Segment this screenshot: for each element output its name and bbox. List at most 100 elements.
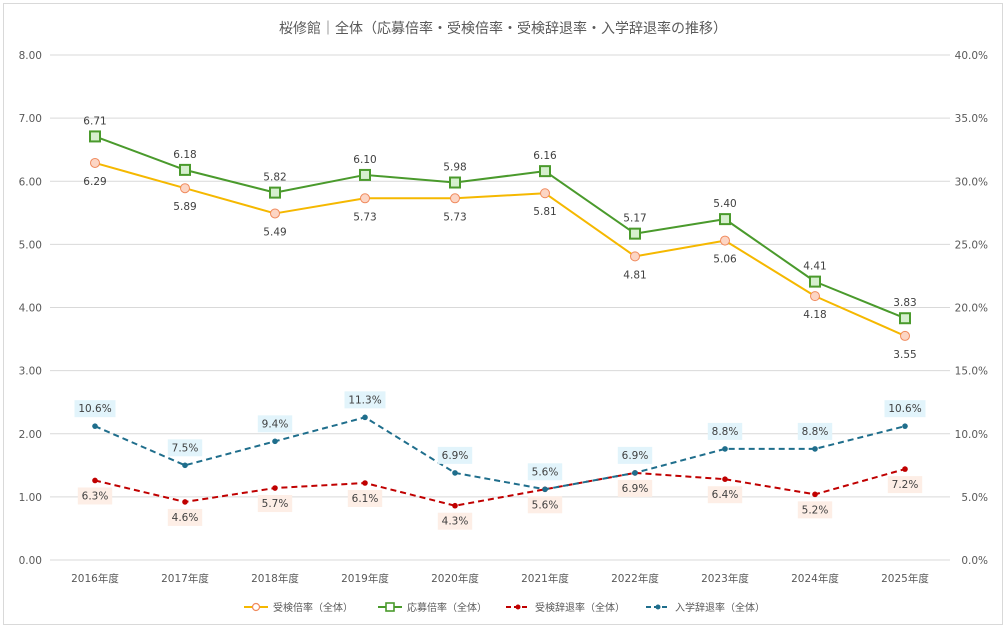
left-y-tick-label: 2.00 <box>19 429 42 441</box>
data-label-background <box>257 415 293 433</box>
data-label: 4.6% <box>167 508 203 526</box>
data-label-background <box>527 463 563 481</box>
right-y-tick-label: 25.0% <box>955 239 988 251</box>
data-label-text: 5.82 <box>263 172 286 184</box>
data-label-text: 6.4% <box>712 489 739 501</box>
legend-item-0: 受検倍率（全体） <box>244 601 353 614</box>
legend-label: 受検倍率（全体） <box>273 601 353 614</box>
data-point <box>630 251 640 262</box>
data-label-text: 5.73 <box>353 211 376 223</box>
series-line <box>94 161 906 337</box>
data-label-text: 5.2% <box>802 504 829 516</box>
data-label-text: 6.16 <box>533 150 557 162</box>
series-2 <box>92 466 908 509</box>
series-line <box>94 416 906 491</box>
data-label: 6.71 <box>83 115 106 127</box>
x-tick-label: 2022年度 <box>611 572 659 585</box>
data-label: 5.6% <box>527 463 563 481</box>
data-label-text: 5.98 <box>443 162 466 174</box>
x-tick-label: 2024年度 <box>791 572 839 585</box>
data-label: 8.8% <box>797 422 833 440</box>
data-label-text: 5.7% <box>262 498 289 510</box>
right-y-tick-label: 0.0% <box>961 555 988 567</box>
data-label: 5.73 <box>353 211 376 223</box>
data-point <box>272 438 278 445</box>
data-label-background <box>344 391 386 409</box>
data-label-background <box>797 422 833 440</box>
data-label: 6.10 <box>353 154 376 166</box>
data-label-background <box>527 496 563 514</box>
series-0 <box>90 157 910 341</box>
x-tick-label: 2017年度 <box>161 572 209 585</box>
data-label-background <box>167 508 203 526</box>
x-tick-label: 2016年度 <box>71 572 119 585</box>
data-label-text: 6.71 <box>83 115 106 127</box>
data-label-text: 8.8% <box>712 426 739 438</box>
data-label-text: 6.29 <box>83 176 106 188</box>
data-label: 6.1% <box>347 489 383 507</box>
data-point <box>362 414 368 421</box>
left-y-tick-label: 6.00 <box>19 176 42 188</box>
data-label-text: 3.55 <box>893 349 916 361</box>
data-point <box>810 291 820 302</box>
data-point <box>722 446 728 452</box>
gridlines <box>50 54 950 561</box>
data-label: 5.98 <box>443 162 466 174</box>
data-label: 6.4% <box>707 486 743 504</box>
data-point <box>272 485 278 491</box>
data-label: 10.6% <box>74 400 116 418</box>
data-label-text: 8.8% <box>802 426 829 438</box>
data-label-text: 11.3% <box>348 394 381 406</box>
data-point <box>180 183 190 194</box>
data-point <box>182 499 188 505</box>
left-y-tick-label: 1.00 <box>19 492 42 504</box>
data-point <box>359 168 371 181</box>
data-point <box>720 235 730 246</box>
data-label: 5.49 <box>263 226 286 238</box>
data-label-text: 9.4% <box>262 418 289 430</box>
data-point <box>632 470 638 476</box>
legend-marker-icon <box>251 602 261 612</box>
legend-marker-icon <box>385 602 395 612</box>
right-y-tick-label: 35.0% <box>955 113 988 125</box>
data-label-text: 10.6% <box>888 403 921 415</box>
data-label: 9.4% <box>257 415 293 433</box>
data-label-text: 6.9% <box>622 483 649 495</box>
data-label-background <box>437 512 473 530</box>
right-y-tick-label: 5.0% <box>961 492 988 504</box>
data-label: 6.16 <box>533 150 557 162</box>
chart-title: 桜修館｜全体（応募倍率・受検倍率・受検辞退率・入学辞退率の推移） <box>279 20 727 37</box>
data-label: 5.81 <box>533 206 556 218</box>
data-point <box>92 423 98 429</box>
data-point <box>719 213 731 226</box>
legend-marker-icon <box>515 604 521 610</box>
data-point <box>449 176 461 189</box>
data-point <box>269 186 281 199</box>
data-label: 6.3% <box>77 487 113 505</box>
data-label-text: 5.6% <box>532 466 559 478</box>
data-point <box>362 480 368 486</box>
x-tick-label: 2021年度 <box>521 572 569 585</box>
data-point <box>92 477 98 484</box>
data-label-text: 5.6% <box>532 499 559 511</box>
data-point <box>539 165 551 178</box>
data-label-text: 6.3% <box>82 490 109 502</box>
legend-label: 応募倍率（全体） <box>407 601 487 614</box>
data-point <box>179 163 191 176</box>
data-point <box>722 476 728 483</box>
data-label: 6.9% <box>437 446 473 464</box>
data-point <box>360 193 370 204</box>
data-label-text: 7.5% <box>172 442 199 454</box>
data-label-background <box>167 439 203 457</box>
right-y-axis: 0.0% 5.0% 10.0% 15.0% 20.0% 25.0% 30.0% 35.0% 40… <box>955 50 988 567</box>
data-label: 11.3% <box>344 391 386 409</box>
data-point <box>809 275 821 288</box>
data-label-background <box>884 400 926 418</box>
data-label: 3.55 <box>893 349 916 361</box>
data-label: 5.73 <box>443 211 466 223</box>
left-y-tick-label: 5.00 <box>19 239 42 251</box>
x-axis: 2016年度 2017年度 2018年度 2019年度 2020年度 2021年度 2022… <box>71 572 929 585</box>
data-label-background <box>347 489 383 507</box>
series-1 <box>89 130 911 325</box>
